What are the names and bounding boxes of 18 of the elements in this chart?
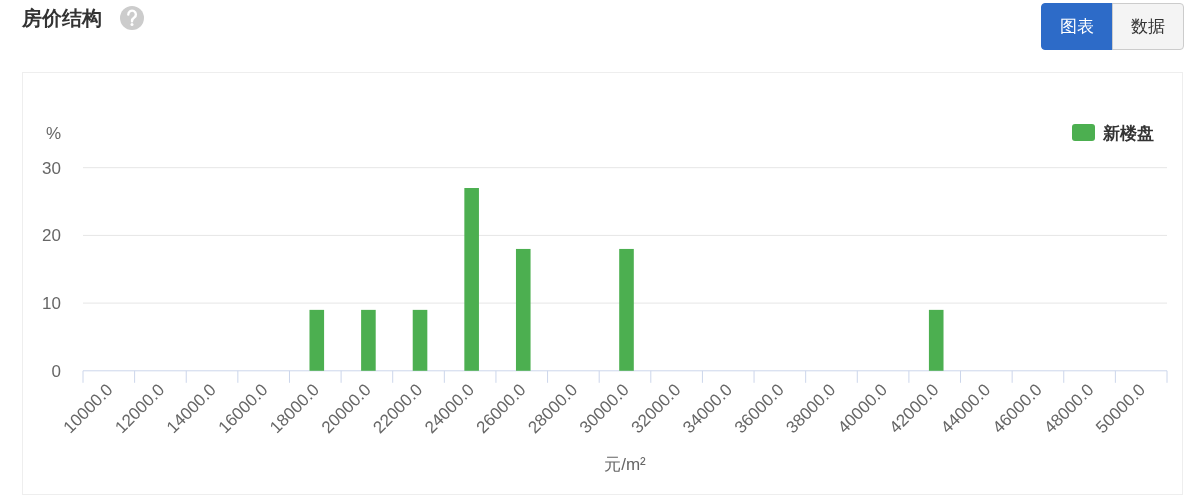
- bar: [928, 309, 944, 371]
- legend-label: 新楼盘: [1102, 124, 1154, 143]
- y-tick-label: 0: [51, 361, 61, 381]
- y-tick-label: 30: [42, 158, 61, 178]
- button: 图表: [1041, 3, 1113, 50]
- chart-title: 房价结构: [22, 6, 102, 31]
- bar: [619, 248, 634, 371]
- y-tick-label: 10: [42, 294, 61, 314]
- bar: [464, 188, 479, 371]
- y-axis-title: %: [45, 124, 61, 143]
- bar: [412, 309, 428, 371]
- bar: [361, 309, 376, 371]
- bar: [309, 309, 325, 371]
- y-tick-label: 20: [42, 226, 61, 246]
- x-axis-title: 元/m²: [604, 455, 647, 474]
- button: 数据: [1112, 3, 1184, 50]
- legend-item: 新楼盘: [1072, 124, 1154, 143]
- bar: [515, 248, 531, 371]
